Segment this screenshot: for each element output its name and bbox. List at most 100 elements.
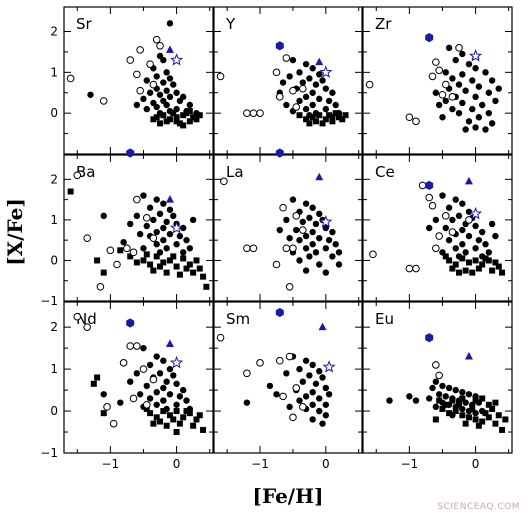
filled-circle-point	[166, 75, 174, 82]
open-circle-point	[425, 193, 434, 202]
filled-square-point	[193, 257, 200, 264]
filled-circle-point	[429, 384, 436, 392]
open-circle-point	[243, 109, 251, 117]
y-tick-label: −1	[40, 446, 58, 460]
open-circle-point	[129, 394, 138, 403]
filled-square-point	[469, 269, 476, 276]
y-axis-title: [X/Fe]	[3, 198, 27, 266]
filled-circle-point	[469, 77, 476, 84]
filled-circle-point	[160, 79, 167, 86]
open-circle-point	[448, 228, 457, 236]
filled-circle-point	[322, 245, 330, 252]
filled-square-point	[495, 263, 502, 270]
filled-circle-point	[459, 226, 466, 234]
filled-circle-point	[475, 83, 483, 90]
filled-circle-point	[296, 257, 303, 264]
filled-circle-point	[309, 65, 316, 72]
open-circle-point	[243, 244, 251, 253]
open-star-point	[169, 221, 184, 234]
filled-square-point	[492, 259, 499, 266]
filled-square-point	[452, 261, 459, 268]
panel-y: Y	[213, 6, 363, 155]
filled-circle-point	[492, 232, 499, 240]
open-circle-point	[256, 109, 264, 117]
filled-square-point	[459, 395, 466, 402]
filled-square-point	[193, 416, 200, 423]
filled-circle-point	[316, 395, 323, 402]
y-tick-label: 2	[50, 320, 58, 334]
filled-square-point	[203, 283, 210, 290]
filled-circle-point	[153, 388, 160, 396]
x-tick-label: 0	[322, 457, 330, 471]
filled-square-point	[190, 114, 197, 121]
filled-circle-point	[176, 97, 184, 105]
filled-circle-point	[166, 365, 174, 373]
open-circle-point	[106, 246, 115, 255]
filled-circle-point	[465, 407, 473, 415]
filled-circle-point	[163, 87, 170, 94]
panel-frame	[213, 154, 363, 302]
filled-square-point	[492, 420, 499, 427]
filled-circle-point	[299, 79, 306, 86]
filled-circle-point	[283, 216, 290, 224]
filled-circle-point	[173, 105, 180, 113]
filled-circle-point	[322, 105, 330, 113]
filled-circle-point	[163, 245, 170, 252]
open-circle-point	[435, 232, 443, 240]
blue-hexagon-point	[126, 318, 135, 328]
filled-square-point	[459, 412, 466, 419]
open-circle-point	[109, 419, 118, 428]
open-star-point	[169, 355, 184, 369]
filled-square-point	[166, 412, 173, 419]
blue-hexagon-point	[425, 333, 434, 343]
filled-circle-point	[472, 124, 479, 131]
filled-circle-point	[306, 112, 313, 119]
filled-square-point	[100, 269, 107, 276]
filled-square-point	[180, 255, 187, 262]
filled-square-point	[442, 401, 449, 408]
panel-zr: Zr	[362, 6, 513, 155]
filled-square-point	[163, 422, 170, 429]
filled-circle-point	[136, 230, 144, 238]
filled-square-point	[166, 116, 173, 123]
filled-square-point	[472, 397, 479, 404]
open-circle-point	[83, 234, 91, 242]
filled-circle-point	[283, 370, 290, 377]
filled-circle-point	[465, 232, 473, 240]
filled-circle-point	[127, 378, 134, 385]
filled-square-point	[166, 257, 173, 264]
open-circle-point	[435, 371, 443, 380]
filled-square-point	[160, 259, 167, 266]
filled-circle-point	[465, 391, 473, 398]
open-circle-point	[279, 392, 287, 401]
filled-circle-point	[445, 204, 453, 211]
filled-circle-point	[442, 97, 449, 105]
filled-circle-point	[319, 420, 326, 427]
filled-circle-point	[426, 395, 433, 402]
filled-square-point	[442, 253, 449, 260]
filled-square-point	[176, 271, 183, 278]
filled-circle-point	[153, 401, 160, 408]
filled-circle-point	[455, 81, 463, 88]
filled-circle-point	[302, 105, 310, 113]
filled-circle-point	[316, 407, 323, 415]
filled-circle-point	[485, 89, 493, 96]
filled-circle-point	[153, 241, 160, 248]
open-star-point	[169, 53, 184, 66]
filled-circle-point	[296, 365, 303, 373]
filled-circle-point	[432, 216, 440, 224]
filled-circle-point	[309, 361, 316, 369]
open-circle-point	[285, 283, 294, 291]
open-circle-point	[412, 264, 420, 273]
filled-circle-point	[452, 56, 459, 64]
filled-square-point	[303, 116, 310, 123]
filled-square-point	[482, 255, 489, 262]
filled-circle-point	[309, 416, 316, 423]
filled-square-point	[432, 416, 439, 423]
open-circle-point	[282, 54, 291, 62]
filled-circle-point	[335, 249, 343, 256]
filled-square-point	[176, 120, 183, 127]
open-circle-point	[412, 117, 420, 126]
filled-circle-point	[87, 91, 94, 98]
